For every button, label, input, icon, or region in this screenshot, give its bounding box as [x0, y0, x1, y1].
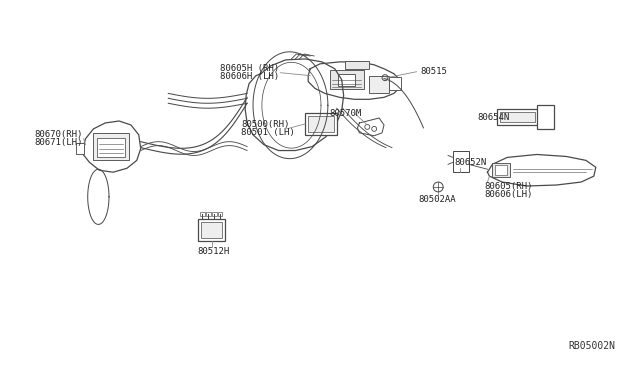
- Bar: [500, 112, 535, 122]
- Text: 80606(LH): 80606(LH): [484, 190, 533, 199]
- Text: 80515: 80515: [420, 67, 447, 76]
- Bar: [308, 116, 334, 132]
- Bar: [344, 61, 369, 69]
- Text: 80500(RH): 80500(RH): [241, 121, 289, 129]
- Bar: [212, 212, 216, 215]
- Bar: [330, 70, 364, 89]
- Text: 80501 (LH): 80501 (LH): [241, 128, 295, 137]
- Text: 80671(LH): 80671(LH): [35, 138, 83, 147]
- Text: 80606H (LH): 80606H (LH): [220, 72, 278, 81]
- Text: 80670(RH): 80670(RH): [35, 130, 83, 139]
- Bar: [492, 163, 510, 177]
- Bar: [453, 151, 468, 172]
- Bar: [97, 138, 125, 157]
- Polygon shape: [82, 121, 141, 172]
- Bar: [369, 76, 389, 93]
- Polygon shape: [245, 59, 344, 151]
- Text: 80654N: 80654N: [477, 113, 510, 122]
- Polygon shape: [88, 169, 109, 224]
- Bar: [495, 165, 507, 175]
- Text: 80512H: 80512H: [198, 247, 230, 256]
- Text: 80570M: 80570M: [330, 109, 362, 118]
- Bar: [201, 222, 223, 238]
- Text: 80502AA: 80502AA: [419, 195, 456, 204]
- Bar: [537, 105, 554, 129]
- Bar: [497, 109, 541, 125]
- Bar: [305, 113, 337, 135]
- Bar: [200, 212, 205, 215]
- Polygon shape: [308, 62, 399, 99]
- Bar: [76, 142, 84, 154]
- Bar: [93, 133, 129, 160]
- Polygon shape: [357, 118, 384, 136]
- Bar: [198, 219, 225, 241]
- Bar: [389, 77, 401, 90]
- Text: RB05002N: RB05002N: [568, 341, 616, 352]
- Bar: [205, 212, 211, 215]
- Bar: [338, 74, 355, 86]
- Text: 80605H (RH): 80605H (RH): [220, 64, 278, 73]
- Text: 80652N: 80652N: [454, 158, 486, 167]
- Polygon shape: [488, 154, 596, 186]
- Bar: [218, 212, 223, 215]
- Text: 80605(RH): 80605(RH): [484, 183, 533, 192]
